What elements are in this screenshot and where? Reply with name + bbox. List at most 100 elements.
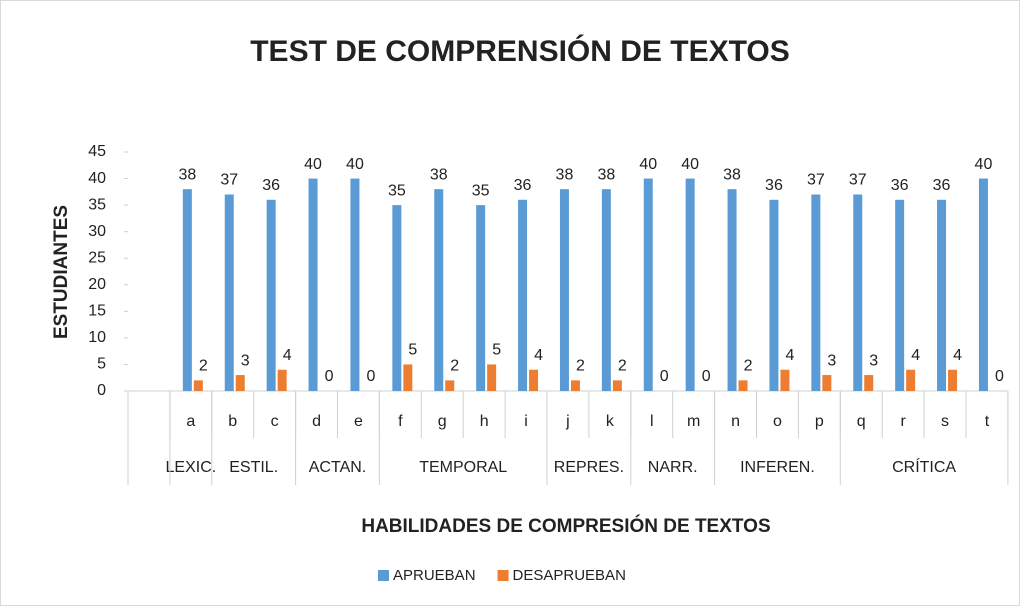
group-label: REPRES.: [554, 459, 624, 476]
data-label: 2: [450, 358, 459, 375]
data-label: 0: [995, 368, 1004, 385]
legend-label: APRUEBAN: [393, 567, 476, 584]
data-label: 4: [911, 347, 920, 364]
bar: [476, 205, 486, 391]
y-tick-label: 5: [97, 356, 106, 373]
data-label: 0: [366, 368, 375, 385]
bar: [780, 369, 790, 391]
data-label: 38: [430, 166, 448, 183]
data-label: 36: [514, 177, 532, 194]
bar: [559, 189, 569, 391]
data-label: 4: [283, 347, 292, 364]
x-tick-label: e: [354, 413, 363, 430]
group-label: CRÍTICA: [892, 457, 956, 476]
y-tick-label: 30: [88, 223, 106, 240]
x-tick-label: h: [480, 413, 489, 430]
bar: [308, 178, 318, 391]
bar: [937, 199, 947, 391]
data-label: 5: [492, 342, 501, 359]
data-label: 36: [765, 177, 783, 194]
x-tick-label: g: [438, 413, 447, 430]
data-label: 40: [681, 156, 699, 173]
data-label: 38: [556, 166, 574, 183]
x-tick-label: r: [900, 413, 906, 430]
x-tick-label: d: [312, 413, 321, 430]
bar: [518, 199, 528, 391]
group-label: NARR.: [648, 459, 698, 476]
data-label: 0: [660, 368, 669, 385]
bar: [529, 369, 539, 391]
data-label: 40: [346, 156, 364, 173]
bar: [277, 369, 287, 391]
data-label: 36: [891, 177, 909, 194]
legend-label: DESAPRUEBAN: [513, 567, 626, 584]
data-label: 2: [744, 358, 753, 375]
bar: [685, 178, 695, 391]
data-label: 3: [241, 352, 250, 369]
bar: [811, 194, 821, 391]
data-label: 0: [325, 368, 334, 385]
x-tick-label: o: [773, 413, 782, 430]
bar: [906, 369, 916, 391]
data-label: 36: [933, 177, 951, 194]
group-label: ACTAN.: [309, 459, 366, 476]
data-label: 35: [388, 182, 406, 199]
x-tick-label: n: [731, 413, 740, 430]
bar: [182, 189, 192, 391]
bar: [822, 375, 832, 391]
data-label: 2: [576, 358, 585, 375]
bar: [570, 380, 580, 391]
x-axis-title: HABILIDADES DE COMPRESIÓN DE TEXTOS: [361, 515, 770, 537]
x-tick-label: b: [228, 413, 237, 430]
x-tick-label: i: [524, 413, 528, 430]
bar: [738, 380, 748, 391]
data-label: 37: [849, 172, 867, 189]
x-tick-label: m: [687, 413, 700, 430]
data-label: 38: [178, 166, 196, 183]
bar: [769, 199, 779, 391]
data-label: 40: [975, 156, 993, 173]
data-label: 40: [639, 156, 657, 173]
data-label: 0: [702, 368, 711, 385]
data-label: 38: [723, 166, 741, 183]
bar: [948, 369, 958, 391]
data-label: 3: [869, 352, 878, 369]
bar: [727, 189, 737, 391]
x-tick-label: p: [815, 413, 824, 430]
bar: [224, 194, 234, 391]
x-tick-label: c: [271, 413, 279, 430]
data-label: 36: [262, 177, 280, 194]
x-tick-label: k: [606, 413, 615, 430]
data-label: 2: [199, 358, 208, 375]
data-label: 37: [807, 172, 825, 189]
y-tick-label: 45: [88, 143, 106, 160]
data-label: 3: [827, 352, 836, 369]
bar: [864, 375, 874, 391]
data-label: 40: [304, 156, 322, 173]
data-label: 35: [472, 182, 490, 199]
bar: [266, 199, 276, 391]
group-label: LEXIC.: [166, 459, 217, 476]
bar: [350, 178, 360, 391]
bar: [853, 194, 863, 391]
bar: [601, 189, 611, 391]
bar: [235, 375, 245, 391]
y-axis-title: ESTUDIANTES: [51, 205, 72, 339]
y-tick-label: 20: [88, 276, 106, 293]
data-label: 5: [408, 342, 417, 359]
legend-swatch: [497, 570, 509, 581]
x-tick-label: a: [186, 413, 195, 430]
x-tick-label: j: [565, 413, 570, 430]
group-label: INFEREN.: [740, 459, 815, 476]
y-tick-label: 10: [88, 329, 106, 346]
data-label: 4: [953, 347, 962, 364]
x-tick-label: q: [857, 413, 866, 430]
bar: [895, 199, 905, 391]
x-tick-label: t: [985, 413, 990, 430]
data-label: 38: [597, 166, 615, 183]
data-label: 37: [220, 172, 238, 189]
bar: [445, 380, 455, 391]
bar: [643, 178, 653, 391]
bar: [392, 205, 402, 391]
